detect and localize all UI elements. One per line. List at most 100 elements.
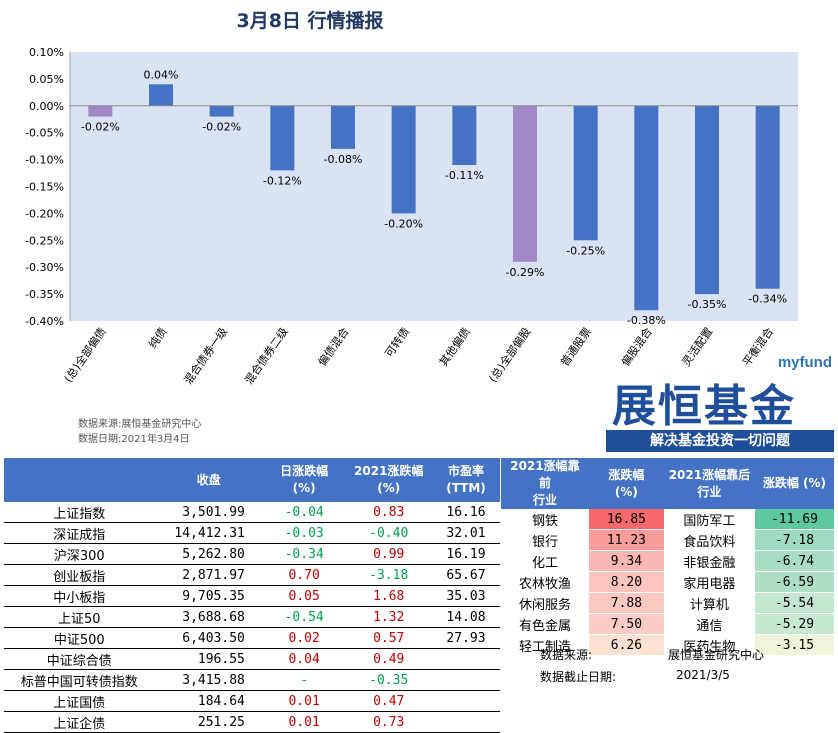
table-cell: 食品饮料 — [663, 529, 755, 551]
table-cell: -0.35 — [345, 669, 432, 691]
data-label: -0.38% — [627, 314, 666, 327]
y-tick-label: -0.35% — [25, 288, 64, 301]
table-cell — [431, 690, 500, 712]
table-row: 沪深300 5,262.80 -0.34 0.99 16.19 — [4, 543, 500, 565]
table-cell: 3,415.88 — [154, 669, 263, 691]
table-row: 上证指数 3,501.99 -0.04 0.83 16.16 — [4, 502, 500, 523]
index-table: 收盘 日涨跌幅 (%) 2021涨跌幅 (%) 市盈率 (TTM) 上证指数 3,501.99… — [4, 458, 500, 733]
data-label: -0.34% — [748, 293, 787, 306]
table-cell: 65.67 — [431, 564, 500, 586]
page-title: 3月8日 行情播报 — [236, 10, 384, 32]
bar — [149, 84, 173, 106]
table-cell: 0.99 — [345, 543, 432, 565]
table-cell: 16.19 — [431, 543, 500, 565]
data-label: -0.08% — [324, 153, 363, 166]
industry-header: 涨跌幅 (%) — [588, 458, 664, 509]
table-row: 中证综合债 196.55 0.04 0.49 — [4, 648, 500, 670]
table-cell: 16.85 — [588, 509, 664, 530]
table-cell: 有色金属 — [501, 613, 589, 635]
bar — [331, 105, 355, 149]
table-cell: 化工 — [501, 550, 589, 572]
bar — [755, 105, 780, 289]
x-tick-label: 普通股票 — [557, 325, 594, 369]
table-cell: -5.29 — [754, 613, 834, 635]
table-cell: 计算机 — [663, 592, 755, 614]
industry-header: 2021涨幅靠后 行业 — [663, 458, 755, 509]
table-cell: 8.20 — [588, 571, 664, 593]
table-cell: 9.34 — [588, 550, 664, 572]
x-tick-label: 混合债券二级 — [241, 325, 290, 387]
table-cell: 27.93 — [431, 627, 500, 649]
x-tick-label: (总)全部偏债 — [61, 325, 109, 385]
fund-bar-chart: 0.10% 0.05% 0.00% -0.05% -0.10% -0.15% -0.20% -… — [25, 46, 798, 387]
table-cell: 上证企债 — [4, 711, 155, 733]
table-row: 创业板指 2,871.97 0.70 -3.18 65.67 — [4, 564, 500, 586]
table-cell: 14.08 — [431, 606, 500, 628]
table-cell: 0.04 — [262, 648, 346, 670]
table-cell: 14,412.31 — [154, 522, 263, 544]
y-tick-label: -0.30% — [25, 261, 64, 274]
table-row: 深证成指 14,412.31 -0.03 -0.40 32.01 — [4, 522, 500, 544]
plot-area — [70, 52, 798, 321]
bar — [695, 105, 719, 295]
index-header: 收盘 — [154, 458, 263, 502]
table-cell: 银行 — [501, 529, 589, 551]
table-cell: -0.34 — [262, 543, 346, 565]
x-tick-label: 其他偏债 — [436, 325, 473, 369]
data-label: -0.02% — [202, 121, 241, 134]
table-cell — [431, 648, 500, 670]
bar — [270, 105, 295, 171]
data-label: -0.35% — [688, 298, 727, 311]
brand-logo: myfund 展恒基金 解决基金投资一切问题 — [592, 354, 836, 452]
table-row: 银行 11.23 食品饮料 -7.18 — [501, 529, 834, 551]
y-tick-label: -0.10% — [25, 154, 64, 167]
table-row: 钢铁 16.85 国防军工 -11.69 — [501, 509, 834, 530]
date-line: 数据日期:2021年3月4日 — [78, 434, 190, 445]
data-label: -0.02% — [81, 121, 120, 134]
table-cell: 医药生物 — [663, 634, 755, 656]
table-cell: 中证综合债 — [4, 648, 155, 670]
table-cell: 1.68 — [345, 585, 432, 607]
table-cell: 国防军工 — [663, 509, 755, 530]
logo-slogan: 解决基金投资一切问题 — [606, 430, 834, 452]
table-row: 中证500 6,403.50 0.02 0.57 27.93 — [4, 627, 500, 649]
source-line: 数据来源:展恒基金研究中心 — [78, 419, 202, 430]
table-cell: 0.01 — [262, 690, 346, 712]
footer-date-label: 数据截止日期: — [540, 670, 617, 684]
table-cell: 标普中国可转债指数 — [4, 669, 155, 691]
x-tick-label: 混合债券一级 — [181, 325, 230, 387]
bar — [573, 105, 598, 241]
table-cell: 32.01 — [431, 522, 500, 544]
table-cell: -11.69 — [754, 509, 834, 530]
bar — [452, 105, 477, 165]
index-header: 市盈率 (TTM) — [431, 458, 500, 502]
table-cell: 2,871.97 — [154, 564, 263, 586]
table-cell: -0.04 — [262, 502, 346, 523]
table-cell: 0.02 — [262, 627, 346, 649]
table-row: 上证50 3,688.68 -0.54 1.32 14.08 — [4, 606, 500, 628]
industry-header: 2021涨幅靠前 行业 — [501, 458, 589, 509]
data-label: -0.20% — [384, 217, 423, 230]
y-tick-label: -0.40% — [25, 315, 64, 328]
index-header — [4, 458, 155, 502]
table-cell: 0.01 — [262, 711, 346, 733]
footer-source-label: 数据来源: — [540, 648, 593, 662]
table-cell: 7.50 — [588, 613, 664, 635]
table-cell: 通信 — [663, 613, 755, 635]
x-tick-label: (总)全部偏股 — [486, 325, 534, 385]
data-label: -0.29% — [506, 266, 545, 279]
bar — [209, 105, 234, 117]
table-cell: -6.74 — [754, 550, 834, 572]
logo-brand: 展恒基金 — [612, 381, 796, 432]
table-cell: 251.25 — [154, 711, 263, 733]
table-cell: 上证50 — [4, 606, 155, 628]
industry-header: 涨跌幅 (%) — [754, 458, 834, 509]
table-cell: 6.26 — [588, 634, 664, 656]
table-row: 有色金属 7.50 通信 -5.29 — [501, 613, 834, 635]
table-row: 中小板指 9,705.35 0.05 1.68 35.03 — [4, 585, 500, 607]
table-cell: 上证国债 — [4, 690, 155, 712]
table-cell: 3,688.68 — [154, 606, 263, 628]
table-cell: 1.32 — [345, 606, 432, 628]
y-tick-label: -0.20% — [25, 207, 64, 220]
table-cell — [431, 669, 500, 691]
